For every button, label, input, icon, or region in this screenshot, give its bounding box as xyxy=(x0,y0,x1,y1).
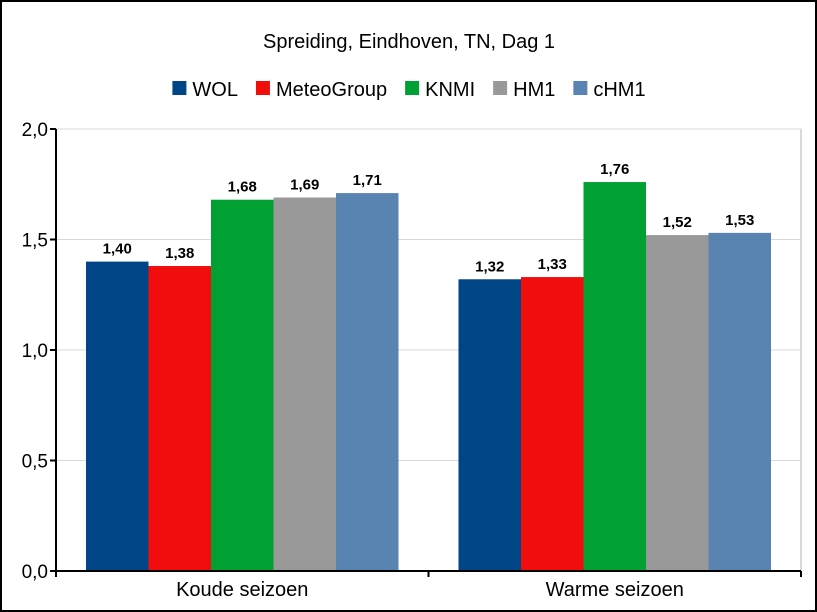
y-tick-label: 1,5 xyxy=(22,231,48,252)
data-label: 1,68 xyxy=(228,179,257,196)
axes: 0,0 0,5 1,0 1,5 2,0 Koude seizoen Warme seizoe… xyxy=(22,120,802,601)
bar-knmi-2 xyxy=(583,182,646,572)
bar-chm1-1 xyxy=(336,193,399,571)
data-label: 1,38 xyxy=(165,245,194,262)
legend-label: WOL xyxy=(192,79,238,101)
y-tick-label: 1,0 xyxy=(22,341,48,362)
data-label: 1,69 xyxy=(290,177,319,194)
chart-title: Spreiding, Eindhoven, TN, Dag 1 xyxy=(263,31,555,53)
legend-label: HM1 xyxy=(513,79,555,101)
bar-hm1-1 xyxy=(273,197,336,571)
bar-knmi-1 xyxy=(211,199,274,571)
y-tick-label: 0,5 xyxy=(22,452,48,473)
bar-chm1-2 xyxy=(708,232,771,571)
data-label: 1,52 xyxy=(663,214,692,231)
legend-swatch xyxy=(255,81,270,95)
x-category-label: Warme seizoen xyxy=(546,579,684,601)
x-category-label: Koude seizoen xyxy=(176,579,308,601)
y-tick-label: 2,0 xyxy=(22,120,48,141)
bar-hm1-2 xyxy=(646,235,709,571)
data-label: 1,76 xyxy=(600,161,629,178)
data-label: 1,33 xyxy=(538,256,567,273)
bar-meteogroup-1 xyxy=(148,266,211,571)
legend-label: KNMI xyxy=(425,79,475,101)
legend-swatch xyxy=(573,81,588,95)
data-label: 1,71 xyxy=(353,172,382,189)
bar-wol-1 xyxy=(86,261,149,571)
legend: WOL MeteoGroup KNMI HM1 cHM1 xyxy=(172,79,646,101)
bar-meteogroup-2 xyxy=(521,277,584,571)
legend-swatch xyxy=(172,81,187,95)
bar-wol-2 xyxy=(458,279,521,571)
data-label: 1,40 xyxy=(103,241,132,258)
legend-label: MeteoGroup xyxy=(276,79,387,101)
data-label: 1,32 xyxy=(475,258,504,275)
legend-label: cHM1 xyxy=(593,79,645,101)
bars: 1,40 1,38 1,68 1,69 1,71 1,32 1,33 1,76 1,52 1,53 xyxy=(86,161,771,572)
legend-swatch xyxy=(405,81,420,95)
legend-swatch xyxy=(493,81,508,95)
data-label: 1,53 xyxy=(725,212,754,229)
y-tick-label: 0,0 xyxy=(22,562,48,583)
